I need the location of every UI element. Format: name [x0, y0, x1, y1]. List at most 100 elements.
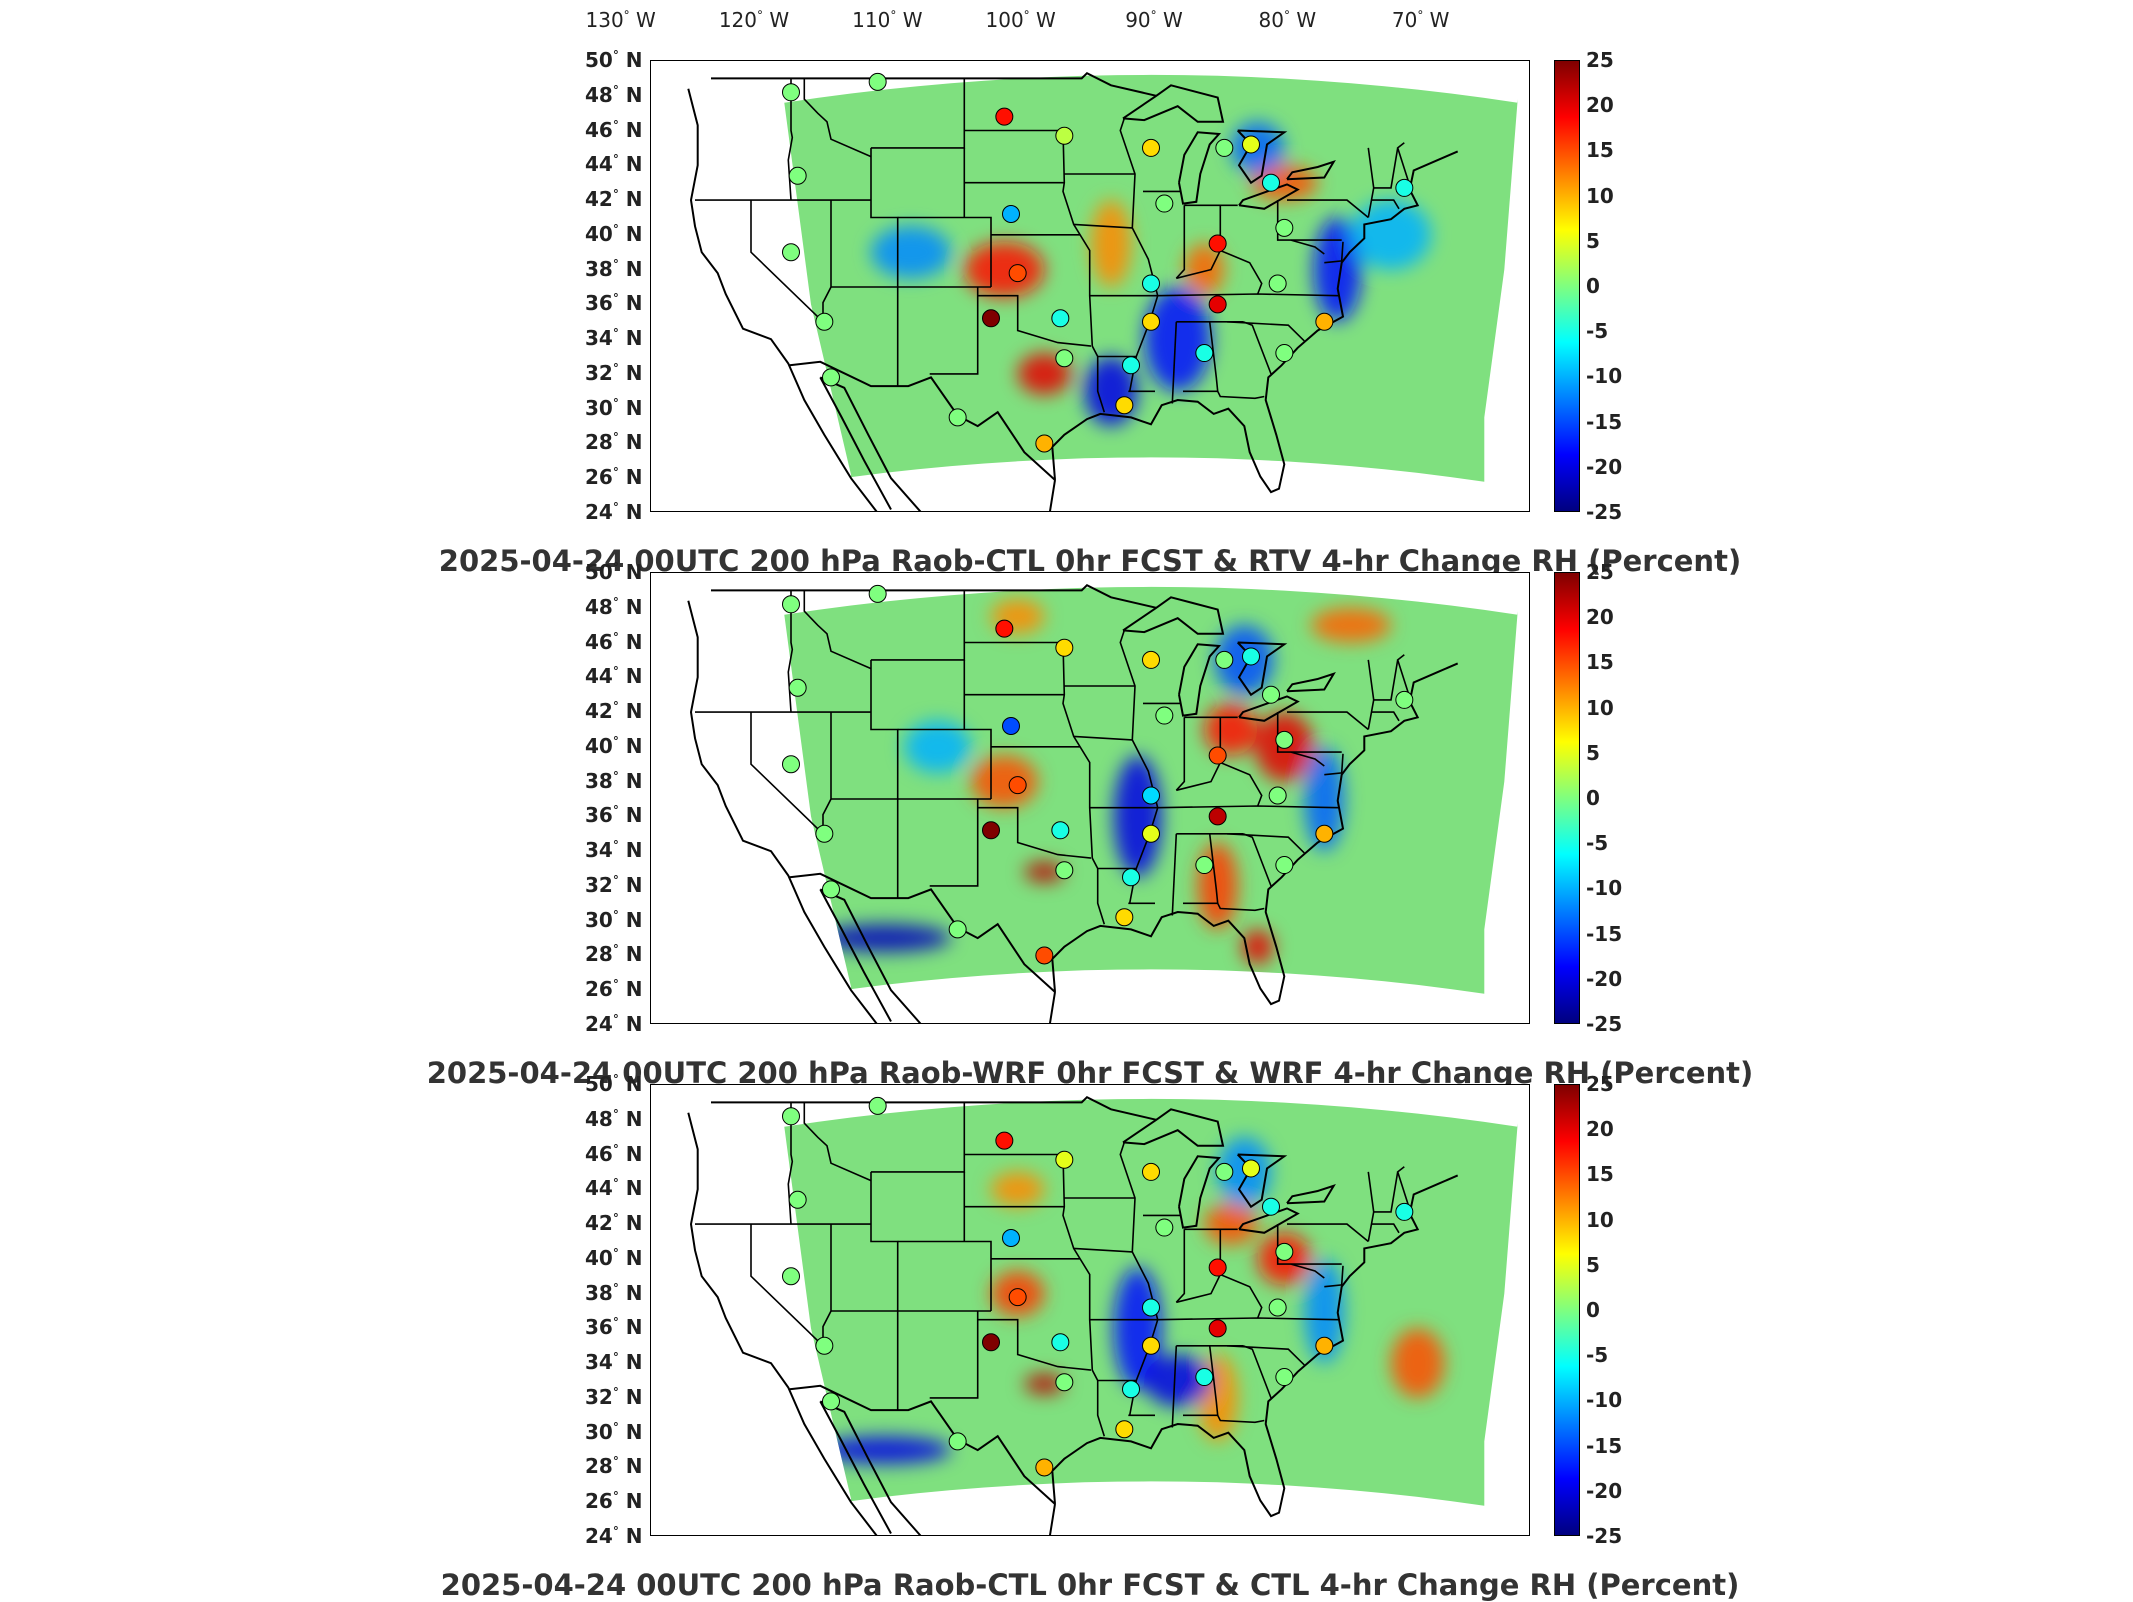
colorbar: [1554, 572, 1580, 1024]
latitude-label-44: 44° N: [585, 664, 643, 689]
coastline: [1049, 479, 1056, 511]
rh-anomaly-region: [971, 755, 1038, 808]
raob-station-marker: [1208, 807, 1227, 826]
state-boundary: [871, 78, 966, 149]
state-boundary: [1287, 711, 1369, 731]
colorbar-tick-label: -25: [1586, 500, 1623, 524]
raob-station-marker: [1262, 1197, 1280, 1216]
state-boundary: [1171, 833, 1178, 916]
raob-station-marker: [1142, 1298, 1160, 1317]
state-boundary: [1324, 1265, 1344, 1288]
rh-anomaly-region: [1204, 703, 1258, 756]
rh-anomaly-region: [871, 226, 951, 279]
rh-anomaly-region: [1091, 200, 1131, 287]
state-boundary: [1373, 1171, 1399, 1213]
rh-anomaly-region: [1144, 1354, 1211, 1407]
colorbar-tick-label: -15: [1586, 1433, 1623, 1458]
great-lake-outline: [1178, 131, 1222, 205]
latitude-label-48: 48° N: [585, 1106, 643, 1131]
raob-station-marker: [948, 408, 967, 427]
state-boundary: [1290, 1263, 1325, 1279]
raob-station-marker: [1208, 1258, 1227, 1277]
raob-station-marker: [1208, 295, 1227, 314]
map-canvas: [687, 1095, 1518, 1535]
colorbar-tick-label: -20: [1586, 1478, 1623, 1503]
raob-station-marker: [1035, 434, 1054, 453]
state-boundary: [1226, 321, 1305, 342]
rh-anomaly-region: [1113, 1267, 1162, 1390]
raob-station-marker: [1395, 178, 1414, 197]
colorbar-tick-label: -10: [1586, 876, 1623, 901]
great-lake-outline: [1122, 1108, 1225, 1147]
raob-station-marker: [1215, 138, 1234, 157]
raob-station-marker: [782, 83, 800, 102]
state-boundary: [750, 200, 824, 323]
colorbar-tick-label: 25: [1586, 560, 1614, 584]
raob-station-marker: [1035, 1458, 1054, 1477]
raob-station-marker: [815, 824, 834, 843]
longitude-label-90: 90° W: [1125, 8, 1183, 32]
colorbar-tick-label: 15: [1586, 1162, 1614, 1187]
raob-station-marker: [1395, 690, 1414, 709]
state-boundary: [1226, 1345, 1305, 1366]
rh-anomaly-region: [1113, 755, 1162, 878]
raob-station-marker: [1051, 309, 1070, 328]
great-lake-outline: [1122, 84, 1225, 123]
rh-anomaly-region: [1184, 243, 1225, 296]
latitude-label-26: 26° N: [585, 977, 643, 1002]
state-boundary: [1175, 1229, 1186, 1303]
state-boundary: [1157, 1317, 1340, 1321]
latitude-label-24: 24° N: [585, 500, 643, 524]
colorbar: [1554, 1084, 1580, 1536]
great-lake-outline: [1238, 1207, 1300, 1234]
state-boundary: [977, 1318, 1092, 1371]
latitude-label-36: 36° N: [585, 291, 643, 316]
colorbar-tick-label: -5: [1586, 831, 1609, 856]
raob-station-marker: [948, 920, 967, 939]
longitude-label-80: 80° W: [1258, 8, 1317, 32]
raob-station-marker: [1142, 1336, 1160, 1355]
colorbar-tick-label: 10: [1586, 695, 1614, 720]
rh-anomaly-region: [1311, 607, 1391, 643]
latitude-label-48: 48° N: [585, 82, 643, 107]
latitude-label-24: 24° N: [585, 1012, 643, 1036]
state-boundary: [1171, 321, 1178, 404]
latitude-label-38: 38° N: [585, 1280, 643, 1305]
map-canvas: [687, 583, 1518, 1023]
coastline: [789, 360, 1056, 481]
state-boundary: [897, 728, 992, 799]
raob-station-marker: [982, 1333, 1000, 1352]
raob-station-marker: [1262, 685, 1280, 704]
coastline: [819, 1400, 892, 1534]
latitude-label-24: 24° N: [585, 1524, 643, 1548]
raob-station-marker: [1002, 1228, 1020, 1247]
raob-station-marker: [822, 368, 840, 387]
state-boundary: [1226, 833, 1305, 854]
latitude-label-32: 32° N: [585, 1384, 643, 1409]
latitude-label-44: 44° N: [585, 152, 643, 177]
state-boundary: [1276, 200, 1342, 241]
latitude-label-30: 30° N: [585, 907, 643, 932]
colorbar-tick-label: 20: [1586, 1117, 1614, 1142]
longitude-label-130: 130° W: [585, 8, 656, 32]
coastline: [1051, 1174, 1459, 1518]
raob-station-marker: [1215, 1162, 1234, 1181]
latitude-label-36: 36° N: [585, 803, 643, 828]
state-boundary: [870, 659, 899, 899]
colorbar-tick-label: -25: [1586, 1012, 1623, 1036]
state-boundary: [1287, 199, 1369, 219]
rh-anomaly-region: [1144, 287, 1211, 392]
raob-station-marker: [1035, 946, 1054, 965]
raob-station-marker: [1275, 1242, 1294, 1261]
state-boundary: [977, 806, 1092, 859]
raob-station-marker: [1395, 1202, 1414, 1221]
raob-station-marker: [1142, 786, 1160, 805]
latitude-label-34: 34° N: [585, 326, 643, 351]
latitude-label-40: 40° N: [585, 221, 643, 246]
raob-stations: [782, 72, 1414, 453]
raob-station-marker: [1155, 194, 1174, 213]
coastline: [711, 1095, 1157, 1121]
raob-station-marker: [995, 619, 1014, 638]
raob-station-marker: [1155, 706, 1174, 725]
raob-station-marker: [1242, 135, 1260, 154]
